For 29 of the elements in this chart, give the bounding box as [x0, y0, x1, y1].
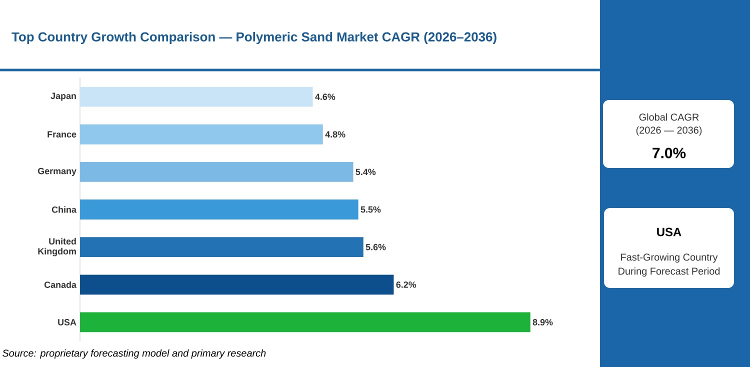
- bar: [80, 162, 354, 182]
- text: (2026 — 2036): [636, 126, 702, 136]
- text: During Forecast Period: [618, 267, 720, 277]
- data-label: 5.6%: [366, 244, 386, 250]
- source-note: Source: proprietary forecasting model and primary research: [2, 349, 266, 359]
- y-tick-label: France: [48, 131, 76, 138]
- y-tick-label: Germany: [38, 168, 76, 176]
- y-tick-label: United Kingdom: [38, 238, 76, 256]
- bar: [80, 312, 530, 332]
- bar: [80, 200, 358, 220]
- y-tick-label: China: [52, 206, 77, 213]
- data-label: 5.5%: [360, 206, 381, 213]
- bar: [80, 274, 394, 295]
- y-tick-label: Canada: [44, 281, 77, 288]
- text: USA: [657, 228, 682, 236]
- chart-title: Top Country Growth Comparison — Polymeric Sand Market CAGR (2026–2036): [12, 32, 496, 44]
- bar: [80, 86, 313, 107]
- data-label: 6.2%: [396, 281, 416, 288]
- bar: [80, 237, 364, 258]
- text: Global CAGR: [639, 113, 699, 121]
- data-label: 4.6%: [315, 94, 336, 100]
- y-tick-label: USA: [58, 319, 76, 326]
- text: 7.0%: [652, 148, 686, 158]
- data-label: 4.8%: [325, 131, 346, 138]
- text: Fast-Growing Country: [621, 253, 718, 263]
- bar: [80, 124, 323, 144]
- y-tick-label: Japan: [50, 92, 76, 101]
- data-label: 5.4%: [356, 168, 376, 176]
- data-label: 8.9%: [532, 319, 553, 326]
